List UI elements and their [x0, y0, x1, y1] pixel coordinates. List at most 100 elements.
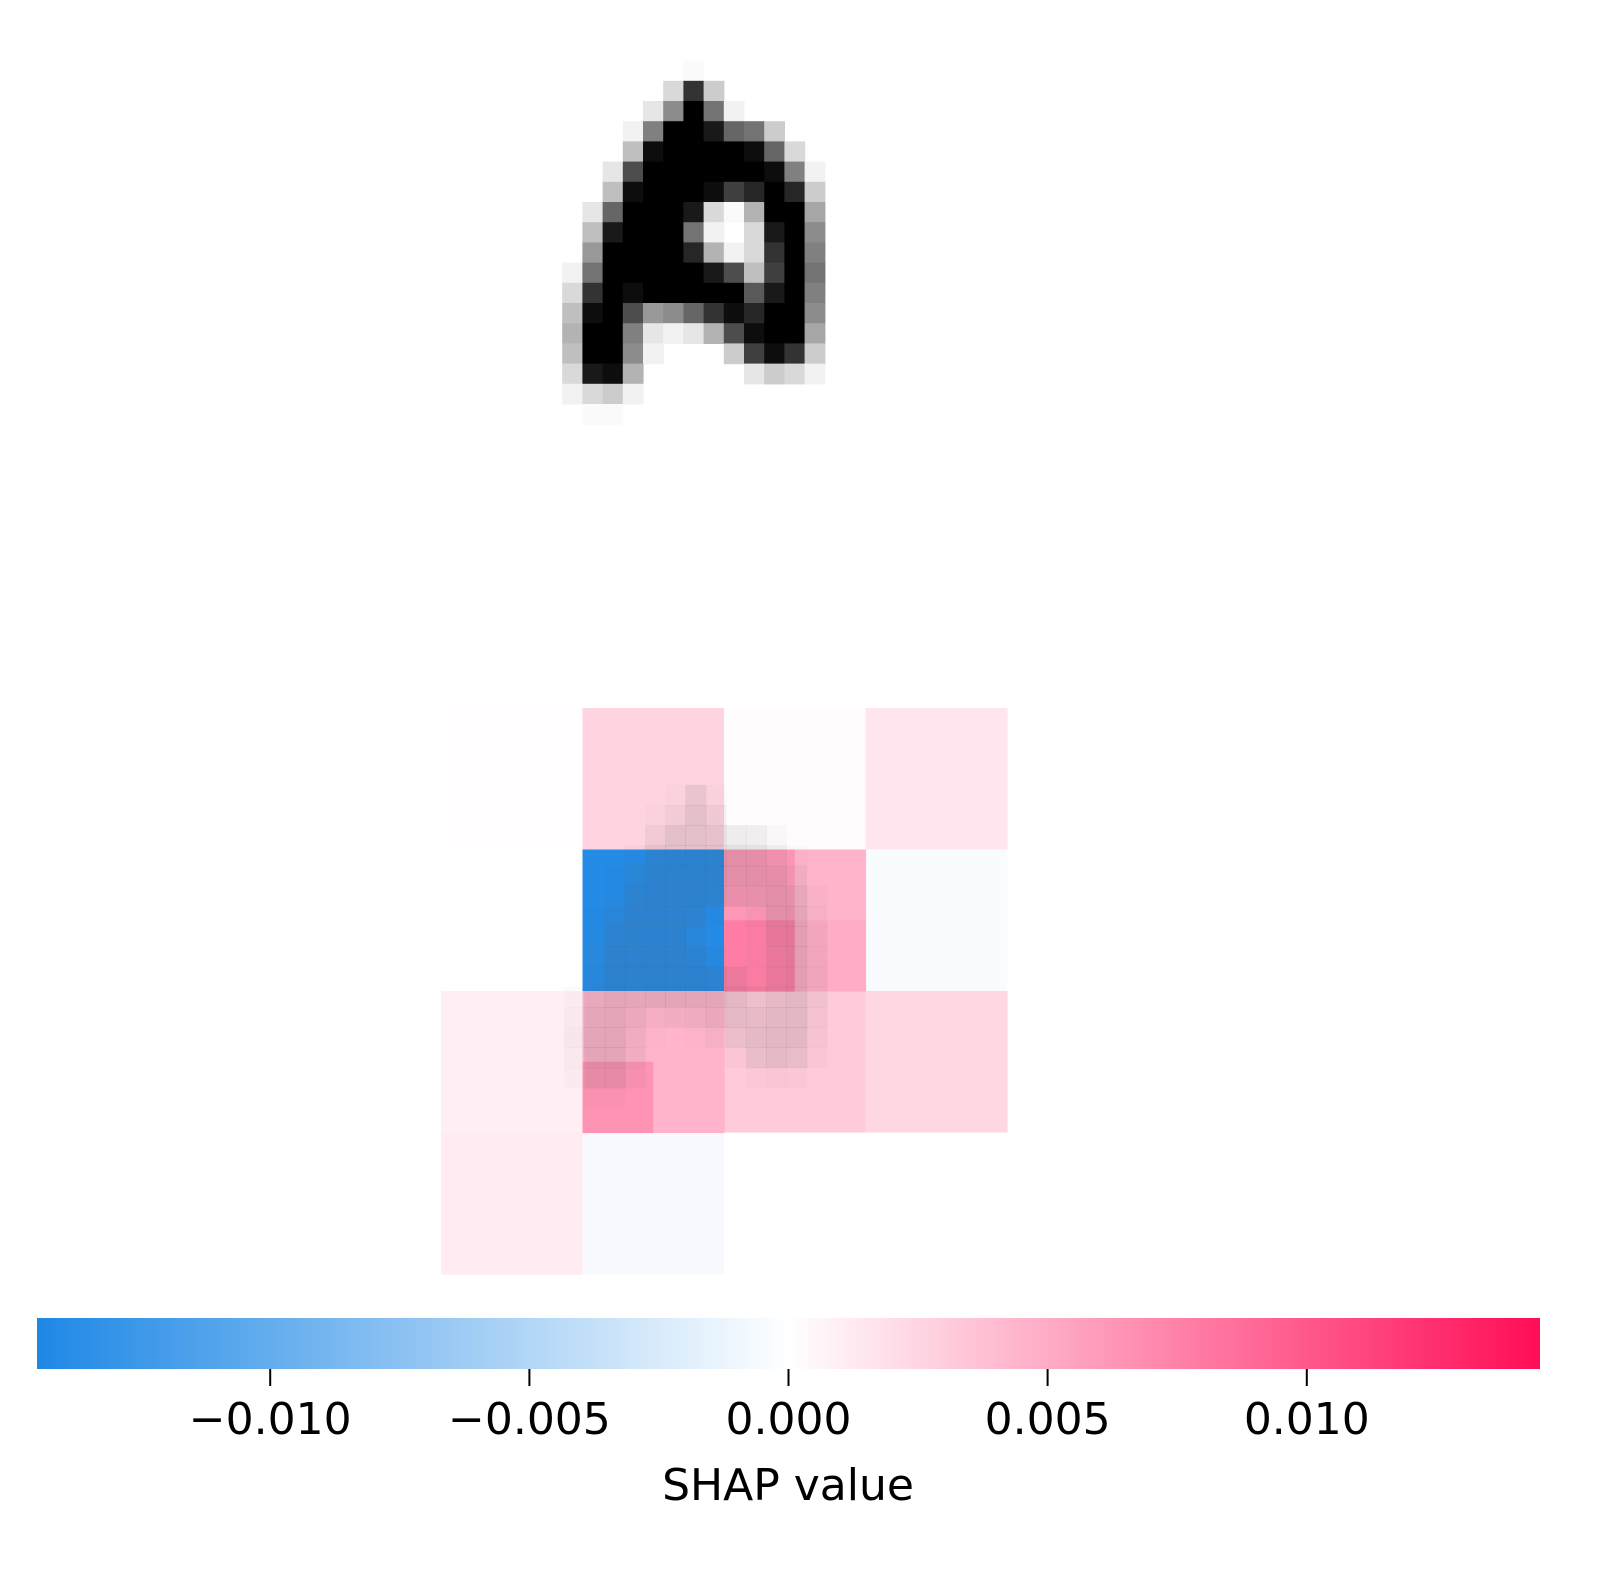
digit-overlay-pixel [705, 1027, 727, 1048]
digit-overlay-pixel [564, 1047, 585, 1069]
digit-overlay-pixel [665, 845, 686, 867]
input-pixel [663, 80, 684, 102]
digit-overlay-pixel [584, 946, 606, 968]
input-pixel [703, 242, 725, 264]
input-pixel [723, 101, 745, 122]
digit-overlay-pixel [746, 1007, 767, 1028]
input-pixel [643, 141, 664, 163]
digit-overlay-pixel [746, 825, 767, 846]
digit-overlay-pixel [645, 845, 666, 867]
input-pixel [784, 343, 806, 365]
digit-overlay-pixel [806, 926, 828, 947]
input-pixel [764, 121, 785, 142]
input-pixel [643, 262, 664, 284]
input-pixel [804, 242, 826, 264]
digit-overlay-pixel [725, 885, 747, 907]
input-pixel [582, 303, 604, 324]
digit-overlay-pixel [685, 1027, 706, 1048]
digit-overlay-pixel [624, 865, 646, 887]
digit-overlay-pixel [665, 966, 686, 988]
digit-overlay-pixel [685, 966, 707, 988]
digit-overlay-pixel [604, 946, 626, 968]
digit-overlay-pixel [645, 885, 666, 907]
digit-overlay-pixel [806, 986, 828, 1008]
input-pixel [602, 242, 624, 264]
input-pixel [804, 303, 826, 324]
digit-overlay-pixel [786, 946, 808, 968]
digit-overlay-pixel [645, 906, 666, 927]
input-pixel [764, 262, 785, 284]
input-pixel [744, 262, 765, 284]
input-pixel [683, 202, 705, 223]
digit-overlay-pixel [726, 1047, 747, 1068]
digit-overlay-pixel [806, 946, 828, 968]
digit-overlay-pixel [665, 986, 686, 1008]
colorbar-label: SHAP value [662, 1460, 914, 1511]
digit-overlay-pixel [604, 1007, 626, 1028]
colorbar: −0.010 −0.005 0.000 0.005 0.010 SHAP value [37, 1318, 1540, 1511]
digit-overlay-pixel [725, 825, 747, 846]
input-pixel [683, 282, 705, 304]
digit-overlay-pixel [665, 906, 686, 927]
shap-subcell [653, 1061, 725, 1134]
input-pixel [703, 262, 725, 284]
input-pixel [764, 282, 785, 304]
input-pixel [622, 141, 644, 163]
digit-overlay-pixel [786, 1068, 807, 1089]
shap-subcell [794, 849, 867, 921]
digit-overlay-pixel [624, 906, 646, 927]
digit-overlay-pixel [807, 886, 828, 907]
digit-overlay-pixel [685, 865, 707, 887]
digit-overlay-pixel [766, 966, 787, 988]
input-pixel [643, 101, 664, 122]
digit-overlay-pixel [564, 1007, 585, 1028]
input-pixel [582, 343, 604, 365]
input-pixel [663, 121, 684, 142]
shap-cell [441, 708, 584, 851]
input-pixel [744, 121, 765, 142]
input-pixel [764, 181, 785, 203]
input-pixel [582, 323, 604, 344]
digit-overlay-pixel [624, 1027, 646, 1048]
colorbar-tick-label: −0.005 [448, 1394, 611, 1445]
shap-cell [441, 991, 584, 1134]
digit-overlay-pixel [624, 1067, 646, 1089]
colorbar-tick-label: 0.010 [1244, 1394, 1370, 1445]
digit-overlay-pixel [746, 1027, 767, 1048]
input-pixel [683, 222, 705, 243]
shap-subcell [724, 920, 796, 992]
input-pixel [622, 202, 644, 223]
input-pixel [602, 363, 624, 385]
digit-overlay-pixel [725, 1027, 747, 1048]
digit-overlay-pixel [807, 1047, 828, 1068]
digit-overlay-pixel [685, 825, 707, 846]
digit-overlay-pixel [604, 1027, 626, 1048]
digit-overlay-pixel [705, 946, 727, 968]
input-pixel [744, 161, 765, 183]
input-pixel [744, 343, 765, 365]
input-pixel [703, 202, 725, 223]
input-pixel [683, 161, 705, 183]
input-pixel [663, 141, 684, 163]
digit-overlay-pixel [806, 1007, 828, 1028]
digit-overlay-pixel [685, 885, 707, 907]
digit-overlay-pixel [604, 986, 626, 1008]
digit-overlay-pixel [725, 1007, 747, 1028]
digit-overlay-pixel [746, 906, 767, 927]
shap-subcell [582, 1061, 654, 1134]
input-pixel [622, 282, 644, 304]
input-pixel [622, 262, 644, 284]
digit-overlay-pixel [624, 845, 646, 867]
input-pixel [602, 282, 624, 304]
digit-overlay-pixel [766, 986, 787, 1008]
colorbar-tick-label: −0.010 [189, 1394, 352, 1445]
digit-overlay-pixel [665, 805, 686, 826]
input-pixel [723, 282, 745, 304]
shap-subcell [582, 991, 654, 1063]
digit-overlay-pixel [645, 966, 666, 988]
digit-overlay-pixel [786, 926, 808, 947]
input-pixel [602, 323, 624, 344]
input-pixel [622, 323, 644, 344]
input-pixel [723, 121, 745, 142]
